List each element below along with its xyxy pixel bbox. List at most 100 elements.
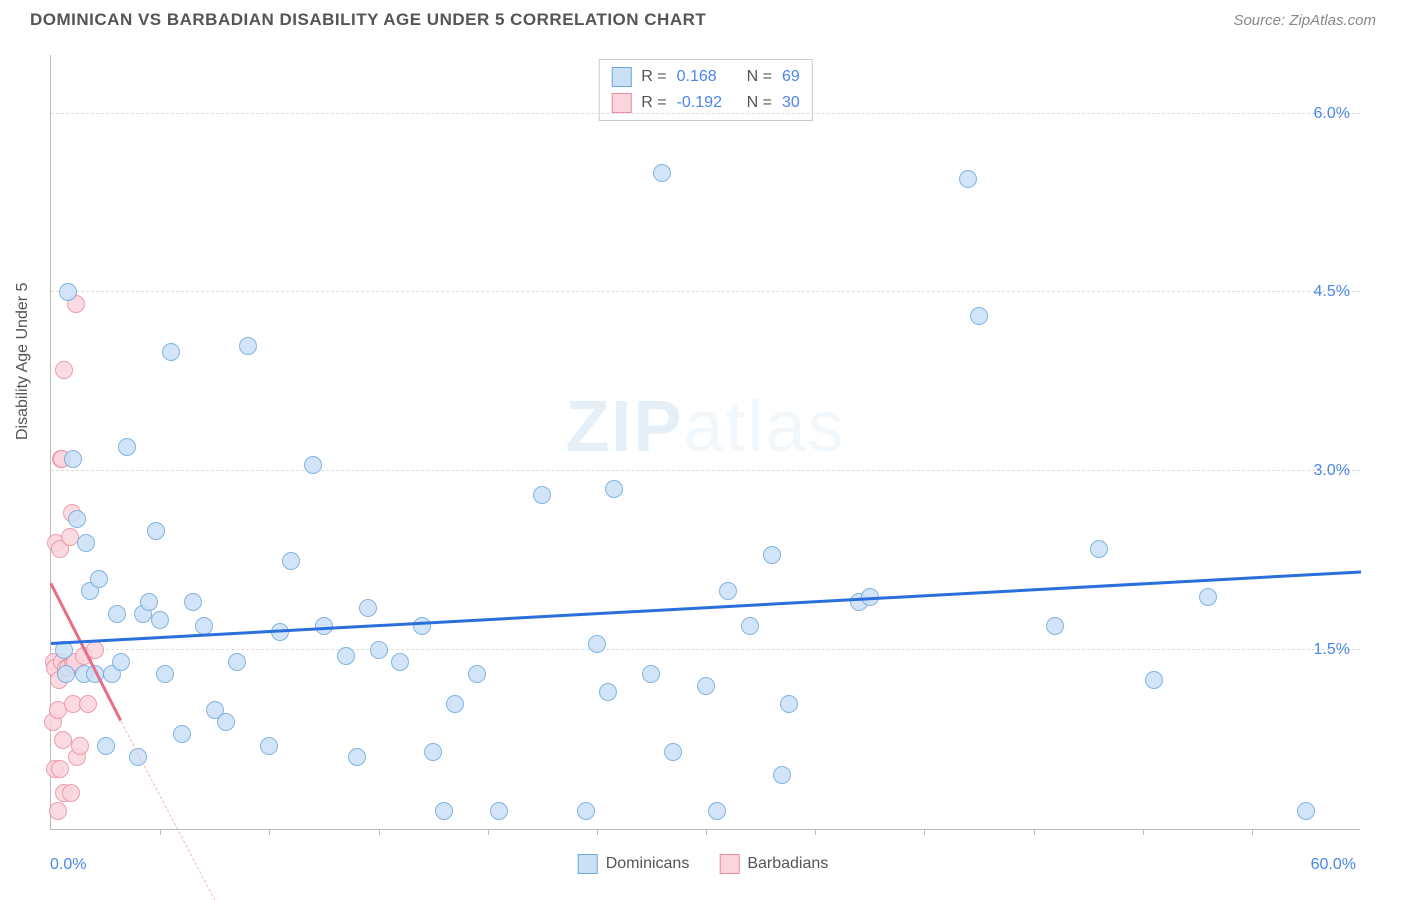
legend: Dominicans Barbadians [578,854,829,874]
series-swatch [611,93,631,113]
gridline [51,649,1360,650]
data-point [599,683,617,701]
x-tick-mark [1252,829,1253,835]
data-point [79,695,97,713]
x-tick-mark [706,829,707,835]
n-value: 69 [782,64,800,90]
watermark-light: atlas [683,387,845,467]
data-point [71,737,89,755]
data-point [90,570,108,588]
r-label: R = [641,64,666,90]
x-tick-mark [160,829,161,835]
gridline [51,291,1360,292]
data-point [61,528,79,546]
data-point [156,665,174,683]
data-point [370,641,388,659]
data-point [359,599,377,617]
data-point [54,731,72,749]
series-swatch [611,67,631,87]
data-point [653,164,671,182]
watermark: ZIPatlas [565,386,845,468]
data-point [708,802,726,820]
x-tick-mark [924,829,925,835]
chart-title: DOMINICAN VS BARBADIAN DISABILITY AGE UN… [30,10,706,30]
data-point [304,456,322,474]
data-point [697,677,715,695]
watermark-bold: ZIP [565,387,683,467]
stats-row: R = 0.168 N = 69 [611,64,799,90]
y-tick-label: 6.0% [1314,105,1350,123]
x-tick-mark [379,829,380,835]
data-point [77,534,95,552]
data-point [1145,671,1163,689]
r-value: 0.168 [677,64,737,90]
data-point [490,802,508,820]
trend-line [51,570,1361,644]
data-point [348,748,366,766]
data-point [147,522,165,540]
data-point [577,802,595,820]
legend-item: Barbadians [719,854,828,874]
trend-line [120,721,215,900]
data-point [642,665,660,683]
data-point [112,653,130,671]
data-point [151,611,169,629]
x-axis-max-label: 60.0% [1311,856,1356,874]
data-point [228,653,246,671]
y-tick-label: 1.5% [1314,641,1350,659]
legend-item: Dominicans [578,854,690,874]
data-point [55,361,73,379]
data-point [1297,802,1315,820]
legend-swatch [578,854,598,874]
data-point [424,743,442,761]
data-point [446,695,464,713]
y-tick-label: 4.5% [1314,283,1350,301]
data-point [173,725,191,743]
data-point [118,438,136,456]
data-point [140,593,158,611]
data-point [763,546,781,564]
data-point [741,617,759,635]
data-point [468,665,486,683]
data-point [57,665,75,683]
gridline [51,470,1360,471]
data-point [605,480,623,498]
data-point [260,737,278,755]
data-point [108,605,126,623]
data-point [1199,588,1217,606]
data-point [162,343,180,361]
data-point [217,713,235,731]
data-point [391,653,409,671]
data-point [780,695,798,713]
data-point [664,743,682,761]
x-tick-mark [597,829,598,835]
legend-swatch [719,854,739,874]
data-point [435,802,453,820]
data-point [282,552,300,570]
x-tick-mark [1143,829,1144,835]
data-point [51,760,69,778]
data-point [337,647,355,665]
scatter-chart: ZIPatlas R =0.168N =69R =-0.192N =30 1.5… [50,55,1360,830]
data-point [533,486,551,504]
data-point [719,582,737,600]
chart-header: DOMINICAN VS BARBADIAN DISABILITY AGE UN… [0,0,1406,35]
data-point [413,617,431,635]
data-point [64,450,82,468]
gridline [51,113,1360,114]
x-tick-mark [269,829,270,835]
data-point [588,635,606,653]
x-tick-mark [1034,829,1035,835]
legend-label: Dominicans [606,855,690,873]
data-point [1046,617,1064,635]
legend-label: Barbadians [747,855,828,873]
y-tick-label: 3.0% [1314,462,1350,480]
data-point [184,593,202,611]
data-point [959,170,977,188]
x-axis-min-label: 0.0% [50,856,86,874]
n-label: N = [747,64,772,90]
data-point [97,737,115,755]
chart-source: Source: ZipAtlas.com [1233,12,1376,29]
data-point [62,784,80,802]
data-point [68,510,86,528]
